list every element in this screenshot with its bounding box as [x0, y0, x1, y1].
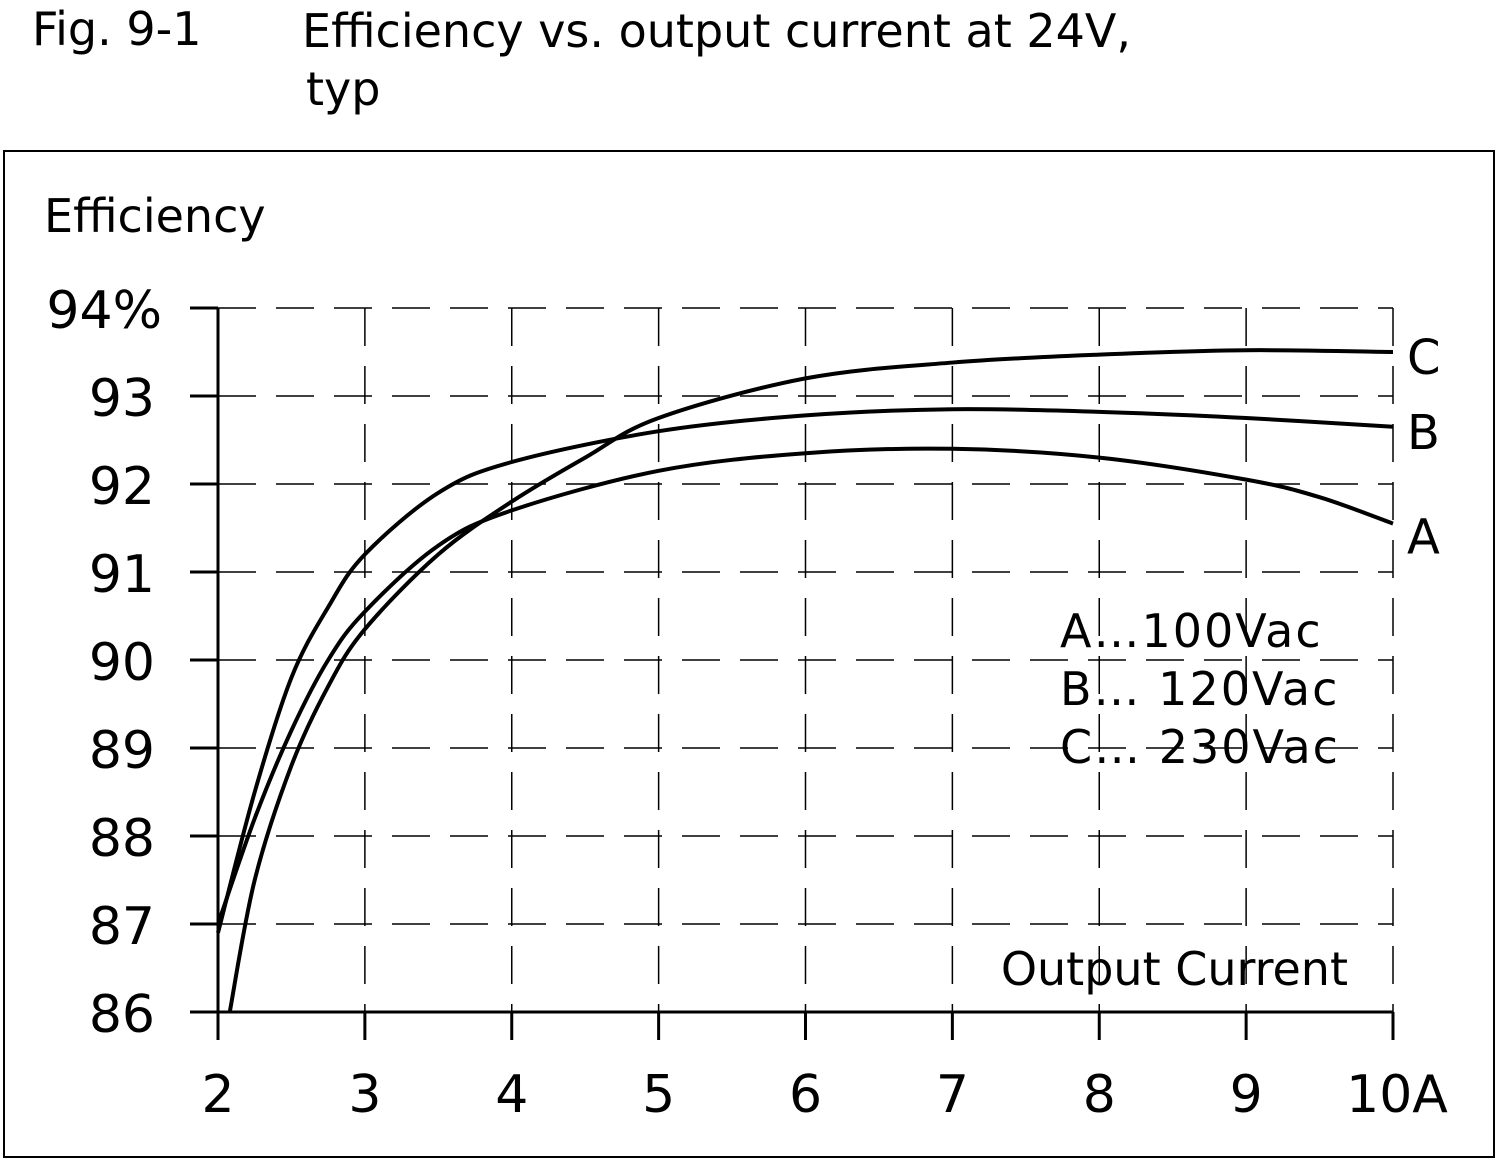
legend-entry-c: C… 230Vac [1060, 720, 1340, 774]
figure-title-line2: typ [306, 62, 381, 116]
y-tick-label: 87 [89, 897, 155, 957]
y-tick-label: 86 [89, 985, 155, 1045]
y-axis-label: Efficiency [44, 189, 266, 243]
x-tick-label: 3 [348, 1065, 381, 1125]
x-tick-label: 2 [201, 1065, 234, 1125]
x-tick-label: 4 [495, 1065, 528, 1125]
y-tick-label: 94% [46, 281, 162, 341]
y-tick-label: 90 [89, 633, 155, 693]
x-tick-label: 9 [1230, 1065, 1263, 1125]
x-tick-label: 10A [1346, 1065, 1448, 1125]
series-label-b: B [1407, 405, 1440, 461]
figure-title-line1: Efficiency vs. output current at 24V, [302, 4, 1132, 58]
y-tick-label: 89 [89, 721, 155, 781]
x-tick-label: 7 [936, 1065, 969, 1125]
y-tick-label: 91 [89, 545, 155, 605]
x-tick-label: 8 [1083, 1065, 1116, 1125]
series-label-a: A [1407, 510, 1440, 566]
x-tick-label: 5 [642, 1065, 675, 1125]
series-label-c: C [1407, 330, 1441, 386]
x-axis-label: Output Current [1001, 942, 1348, 996]
series-line-b [216, 407, 1394, 934]
y-tick-label: 88 [89, 809, 155, 869]
chart-frame [3, 150, 1495, 1158]
figure-title: Efficiency vs. output current at 24V, ty… [302, 2, 1131, 118]
x-tick-label: 6 [789, 1065, 822, 1125]
legend-entry-b: B… 120Vac [1060, 662, 1339, 716]
series-line-a [216, 446, 1394, 925]
y-tick-label: 92 [89, 457, 155, 517]
y-tick-label: 93 [89, 369, 155, 429]
legend-entry-a: A…100Vac [1060, 604, 1323, 658]
figure-number: Fig. 9-1 [32, 2, 202, 56]
series-line-c [227, 348, 1394, 1013]
